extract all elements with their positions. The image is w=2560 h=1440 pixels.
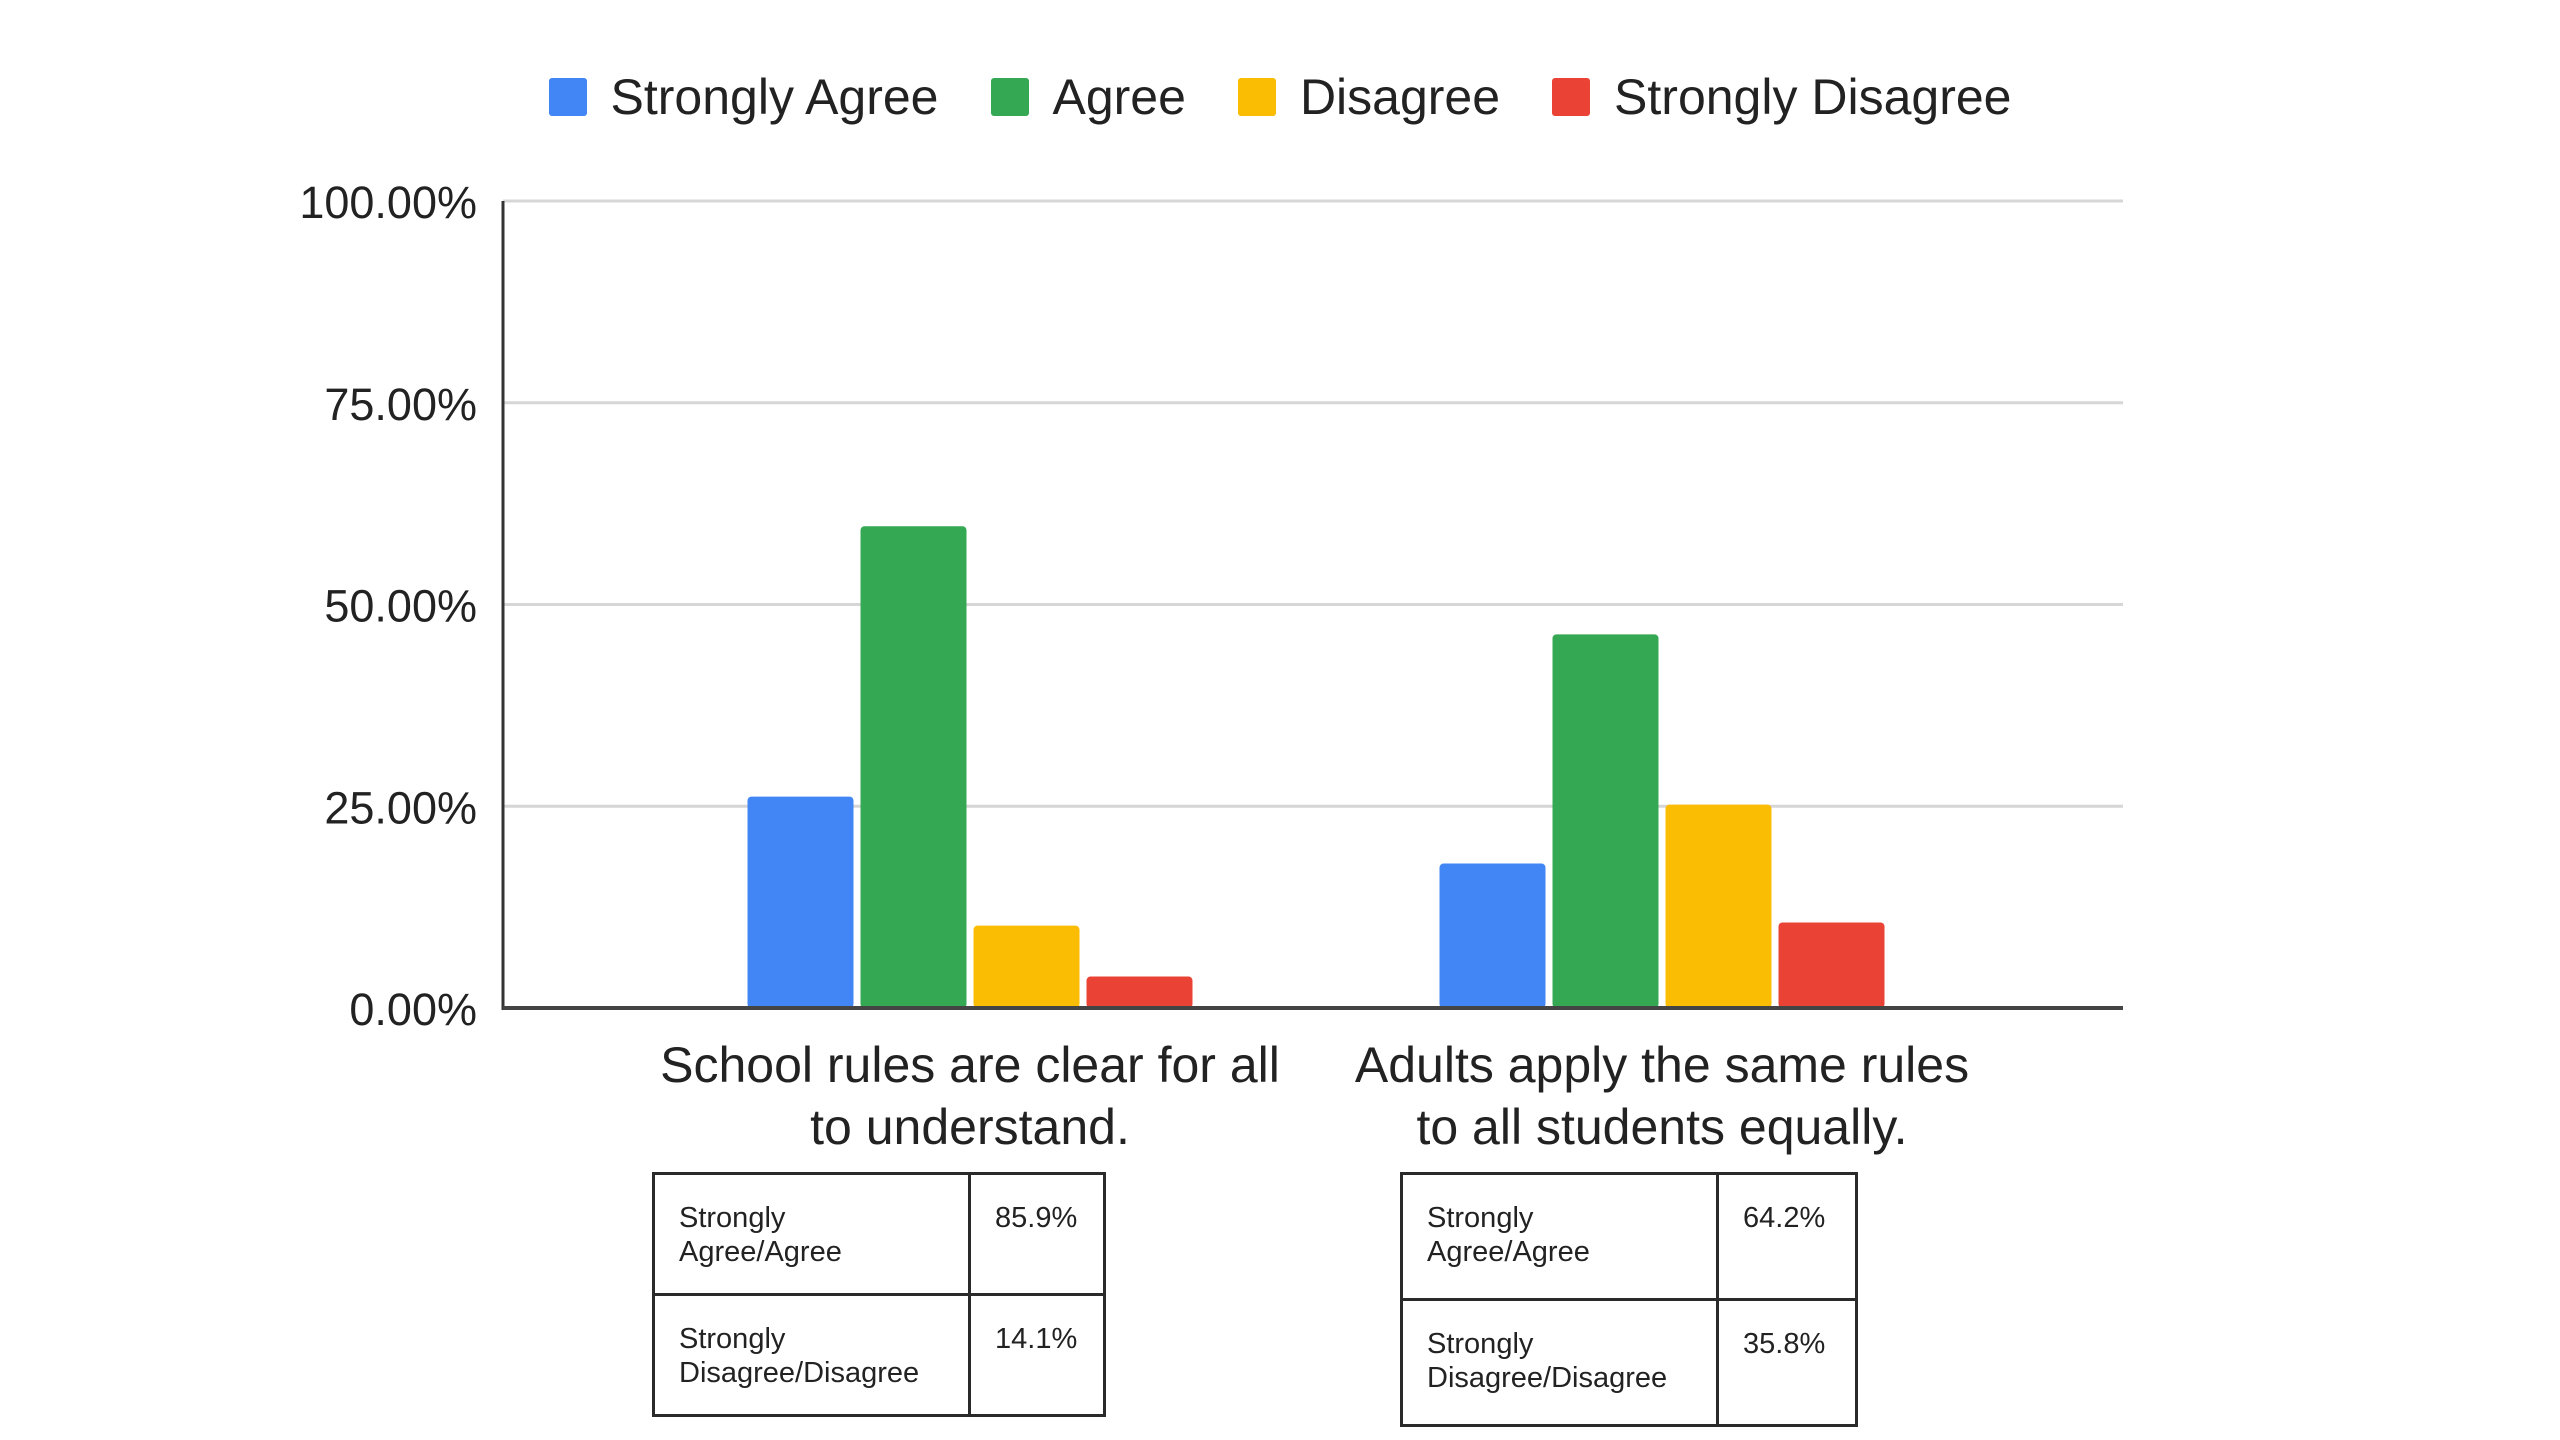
legend-item-agree[interactable]: Agree (990, 68, 1186, 126)
y-tick-label: 75.00% (324, 379, 477, 430)
table-cell-value: 64.2% (1716, 1172, 1858, 1301)
legend-item-disagree[interactable]: Disagree (1237, 68, 1501, 126)
table-cell-label: Strongly Disagree/Disagree (652, 1293, 971, 1417)
bar-strongly-agree (1439, 863, 1546, 1008)
x-category-label: School rules are clear for all (660, 1037, 1280, 1093)
legend-item-strongly-agree[interactable]: Strongly Agree (548, 68, 939, 126)
table-row: Strongly Agree/Agree 64.2% (1400, 1172, 1858, 1301)
y-tick-label: 0.00% (349, 984, 477, 1035)
summary-table-2: Strongly Agree/Agree 64.2% Strongly Disa… (1400, 1172, 1858, 1427)
y-tick-label: 25.00% (324, 782, 477, 833)
x-category-label: to all students equally. (1416, 1099, 1907, 1155)
table-cell-label: Strongly Agree/Agree (1400, 1172, 1719, 1301)
y-tick-label: 50.00% (324, 581, 477, 632)
legend-label: Strongly Agree (610, 69, 939, 125)
legend-swatch-disagree (1237, 78, 1276, 116)
table-cell-label: Strongly Disagree/Disagree (1400, 1298, 1719, 1427)
legend-label: Agree (1052, 69, 1186, 125)
legend-swatch-strongly-agree (548, 78, 587, 116)
legend: Strongly Agree Agree Disagree Strongly D… (0, 68, 2560, 126)
table-cell-value: 14.1% (968, 1293, 1106, 1417)
legend-label: Disagree (1299, 69, 1501, 125)
table-cell-value: 85.9% (968, 1172, 1106, 1296)
bar-strongly-disagree (1086, 976, 1193, 1008)
x-category-label: to understand. (810, 1099, 1130, 1155)
bar-agree (1552, 634, 1659, 1008)
y-tick-label: 100.00% (299, 177, 477, 228)
bar-disagree (973, 925, 1080, 1008)
bar-strongly-agree (747, 796, 854, 1008)
summary-table-1: Strongly Agree/Agree 85.9% Strongly Disa… (652, 1172, 1106, 1417)
bar-disagree (1665, 804, 1772, 1008)
bar-agree (860, 526, 967, 1008)
table-cell-value: 35.8% (1716, 1298, 1858, 1427)
legend-swatch-strongly-disagree (1552, 78, 1591, 116)
x-category-label: Adults apply the same rules (1355, 1037, 1969, 1093)
table-row: Strongly Disagree/Disagree 35.8% (1400, 1298, 1858, 1427)
legend-label: Strongly Disagree (1614, 69, 2012, 125)
table-cell-label: Strongly Agree/Agree (652, 1172, 971, 1296)
bar-strongly-disagree (1778, 922, 1885, 1008)
legend-item-strongly-disagree[interactable]: Strongly Disagree (1552, 68, 2011, 126)
table-row: Strongly Agree/Agree 85.9% (652, 1172, 1106, 1296)
table-row: Strongly Disagree/Disagree 14.1% (652, 1293, 1106, 1417)
legend-swatch-agree (990, 78, 1029, 116)
